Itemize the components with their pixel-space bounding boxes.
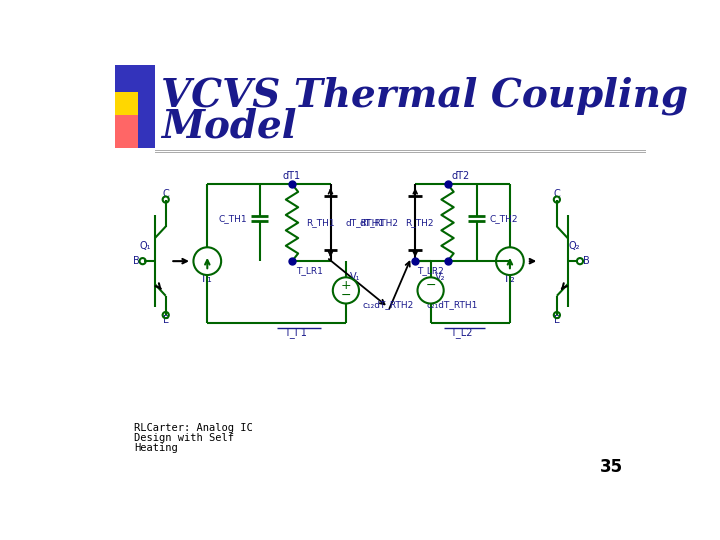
Text: R_TH2: R_TH2 [405, 218, 433, 227]
Text: VCVS Thermal Coupling: VCVS Thermal Coupling [161, 76, 688, 115]
Text: Model: Model [161, 107, 297, 145]
Text: Heating: Heating [134, 443, 178, 453]
Text: −: − [426, 279, 436, 292]
Text: B: B [582, 256, 590, 266]
Text: C_TH1: C_TH1 [219, 214, 248, 224]
Text: R_TH1: R_TH1 [306, 218, 335, 227]
Text: E: E [163, 315, 168, 326]
Text: c₂₁dT_RTH1: c₂₁dT_RTH1 [427, 300, 478, 309]
Text: E: E [554, 315, 560, 326]
Text: V₂: V₂ [434, 272, 445, 281]
Text: C: C [554, 189, 560, 199]
Text: dT2: dT2 [451, 171, 469, 181]
Text: V₁: V₁ [350, 272, 360, 281]
Text: Γ₂: Γ₂ [505, 274, 516, 284]
Text: T_LR1: T_LR1 [296, 266, 323, 275]
Text: 35: 35 [600, 457, 623, 476]
Text: Design with Self: Design with Self [134, 433, 234, 443]
Text: Q₁: Q₁ [140, 241, 151, 251]
Text: T_L2: T_L2 [450, 327, 472, 338]
Text: dT_RTH1: dT_RTH1 [346, 218, 385, 227]
Bar [115, 65, 155, 148]
Text: C: C [162, 189, 169, 199]
Text: Γ₁: Γ₁ [202, 274, 212, 284]
Bar [115, 92, 138, 115]
Text: c₁₂dT_RTH2: c₁₂dT_RTH2 [363, 300, 414, 309]
Text: B: B [133, 256, 140, 266]
Text: T_I 1: T_I 1 [284, 327, 307, 338]
Text: RLCarter: Analog IC: RLCarter: Analog IC [134, 423, 253, 433]
Text: T_LR2: T_LR2 [417, 266, 444, 275]
Text: −: − [341, 289, 351, 302]
Text: +: + [341, 279, 351, 292]
Text: dT1: dT1 [283, 171, 301, 181]
Bar [115, 115, 138, 148]
Text: C_TH2: C_TH2 [489, 214, 518, 224]
Text: dT_RTH2: dT_RTH2 [359, 218, 398, 227]
Text: Q₂: Q₂ [568, 241, 580, 251]
